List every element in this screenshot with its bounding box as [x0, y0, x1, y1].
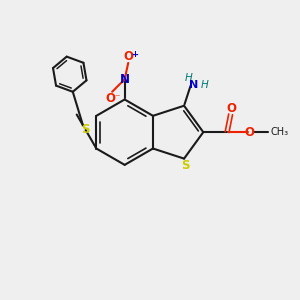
Text: O: O: [106, 92, 116, 105]
Text: H: H: [201, 80, 208, 90]
Text: S: S: [181, 159, 190, 172]
Text: O: O: [244, 126, 254, 139]
Text: H: H: [185, 73, 193, 82]
Text: N: N: [120, 73, 130, 86]
Text: S: S: [81, 124, 89, 136]
Text: +: +: [131, 50, 138, 59]
Text: N: N: [189, 80, 198, 90]
Text: ⁻: ⁻: [115, 93, 120, 103]
Text: O: O: [124, 50, 134, 64]
Text: O: O: [226, 102, 236, 115]
Text: CH₃: CH₃: [270, 127, 288, 137]
